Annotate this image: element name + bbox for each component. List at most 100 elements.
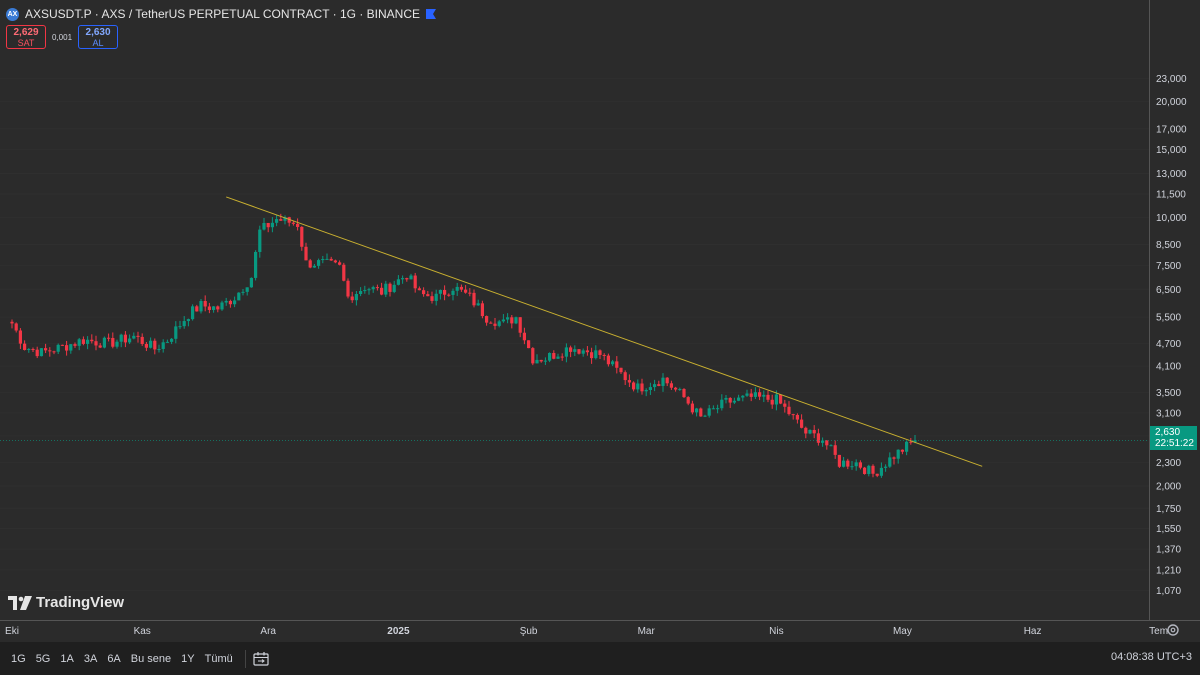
range-button-1y[interactable]: 1Y: [181, 652, 195, 665]
tradingview-watermark[interactable]: TradingView: [8, 594, 124, 611]
candle-body: [18, 330, 22, 344]
range-button-1g[interactable]: 1G: [11, 652, 26, 665]
candle-body: [829, 445, 833, 447]
candle-body: [39, 348, 43, 357]
candle-body: [489, 322, 493, 324]
price-tick-label: 8,500: [1156, 240, 1181, 251]
goto-date-calendar-icon[interactable]: [253, 651, 269, 666]
candle-body: [279, 219, 283, 221]
price-chart[interactable]: 23,000 20,000 17,000 15,000 13,000 11,500 10,0…: [0, 0, 1200, 642]
sell-label: SAT: [17, 38, 35, 48]
candle-body: [174, 326, 178, 339]
candle-body: [569, 347, 573, 352]
candle-body: [422, 290, 426, 295]
candle-body: [405, 278, 409, 280]
candle-body: [296, 223, 300, 227]
candle-body: [871, 465, 875, 474]
range-button-tümü[interactable]: Tümü: [204, 652, 233, 665]
candle-body: [816, 433, 820, 443]
candle-body: [665, 377, 669, 384]
candle-body: [220, 302, 224, 310]
price-tick-label: 2,300: [1156, 458, 1181, 469]
candle-body: [720, 399, 724, 409]
candle-body: [291, 222, 295, 224]
toolbar-divider: [244, 649, 246, 668]
range-button-1a[interactable]: 1A: [60, 652, 74, 665]
candle-body: [317, 260, 321, 266]
utc-clock[interactable]: 04:08:38 UTC+3: [1110, 651, 1192, 663]
candle-body: [119, 334, 123, 342]
symbol-header[interactable]: AX AXSUSDT.P · AXS / TetherUS PERPETUAL …: [6, 5, 436, 23]
tradingview-wordmark: TradingView: [36, 594, 125, 611]
range-button-5g[interactable]: 5G: [35, 652, 51, 665]
candle-body: [359, 290, 363, 295]
candlestick-series: [10, 213, 917, 478]
candle-body: [842, 460, 846, 467]
candle-body: [35, 349, 39, 357]
trendline[interactable]: [226, 196, 983, 467]
candle-body: [195, 306, 199, 312]
candle-body: [380, 287, 384, 295]
candle-body: [216, 306, 220, 310]
candle-body: [497, 321, 501, 326]
candle-body: [48, 350, 52, 352]
candle-body: [661, 377, 665, 386]
candle-body: [312, 265, 316, 268]
candle-body: [900, 449, 904, 452]
sell-button[interactable]: 2,629 SAT: [6, 25, 46, 49]
candle-body: [342, 264, 346, 281]
candle-body: [539, 359, 543, 362]
range-button-bu-sene[interactable]: Bu sene: [130, 652, 172, 665]
candle-body: [821, 440, 825, 443]
candle-body: [892, 457, 896, 459]
time-axis-labels: Eki Kas Ara 2025 Şub Mar Nis May Haz Tem: [5, 626, 1168, 637]
candle-body: [657, 384, 661, 386]
time-tick-label: May: [893, 626, 912, 637]
candle-body: [686, 397, 690, 404]
candle-body: [81, 339, 85, 344]
candle-body: [472, 292, 476, 306]
candle-body: [346, 280, 350, 297]
candle-body: [493, 323, 497, 326]
candle-body: [455, 286, 459, 291]
candle-body: [459, 286, 463, 290]
candle-body: [825, 440, 829, 446]
price-tick-label: 13,000: [1156, 169, 1187, 180]
buy-button[interactable]: 2,630 AL: [78, 25, 119, 49]
candle-body: [333, 260, 337, 263]
candle-body: [753, 392, 757, 397]
candle-body: [140, 336, 144, 344]
candle-body: [203, 300, 207, 307]
range-button-6a[interactable]: 6A: [107, 652, 121, 665]
candle-body: [707, 408, 711, 416]
candle-body: [804, 427, 808, 434]
candle-body: [879, 467, 883, 476]
range-button-3a[interactable]: 3A: [83, 652, 98, 665]
candle-body: [858, 462, 862, 468]
candle-body: [128, 338, 132, 343]
settings-gear-icon[interactable]: [1166, 623, 1180, 637]
price-tick-label: 7,500: [1156, 261, 1181, 272]
candle-body: [325, 258, 329, 260]
candle-body: [749, 393, 753, 397]
price-tick-label: 15,000: [1156, 145, 1187, 156]
candle-body: [732, 400, 736, 403]
candle-body: [808, 429, 812, 434]
candle-body: [283, 217, 287, 221]
candle-body: [90, 339, 94, 342]
candle-body: [308, 260, 312, 268]
candle-body: [287, 217, 291, 223]
flag-icon[interactable]: [426, 9, 436, 19]
candle-body: [115, 341, 119, 347]
price-tick-label: 23,000: [1156, 74, 1187, 85]
candle-body: [896, 449, 900, 459]
candle-body: [585, 350, 589, 353]
candle-body: [737, 397, 741, 401]
price-tick-label: 10,000: [1156, 213, 1187, 224]
candle-body: [249, 277, 253, 288]
candle-body: [522, 332, 526, 341]
candle-body: [254, 251, 258, 278]
candle-body: [447, 294, 451, 296]
candle-body: [443, 289, 447, 295]
price-tick-label: 1,550: [1156, 524, 1181, 535]
